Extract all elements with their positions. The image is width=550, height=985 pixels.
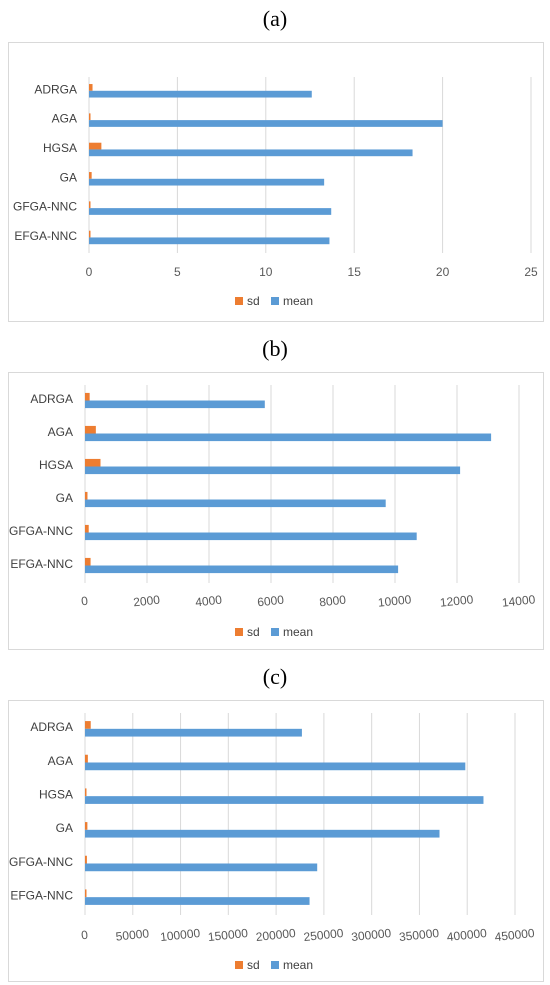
category-label: AGA: [48, 425, 73, 439]
bar-sd: [89, 172, 92, 179]
bar-sd: [89, 201, 91, 209]
category-label: EFGA-NNC: [10, 557, 73, 571]
chart-b-svg: 0 2000 4000 6000 8000 10000 12000 14000 ADRGA AGA…: [9, 385, 536, 639]
legend-swatch-mean: [271, 961, 279, 969]
bar-mean: [89, 120, 443, 127]
bar-sd: [85, 855, 87, 864]
x-tick-label: 5: [174, 265, 181, 279]
x-tick-label: 8000: [319, 593, 347, 610]
x-tick-label: 150000: [207, 926, 249, 944]
x-tick-label: 12000: [439, 592, 474, 609]
bar-mean: [85, 499, 386, 508]
bar-sd: [85, 557, 91, 566]
x-tick-label: 300000: [351, 926, 393, 944]
legend-label-mean: mean: [283, 625, 313, 639]
bar-sd: [89, 84, 93, 91]
x-tick-label: 14000: [501, 592, 536, 609]
panel-a-label: (a): [262, 6, 288, 31]
x-tick-label: 50000: [115, 926, 150, 943]
x-tick-label: 2000: [133, 593, 161, 610]
bar-sd: [85, 392, 90, 401]
legend-swatch-mean: [271, 297, 279, 305]
chart-c: 0 50000 100000 150000 200000 250000 300000 3500…: [8, 700, 544, 982]
category-label: GFGA-NNC: [9, 524, 73, 538]
x-tick-label: 0: [86, 265, 93, 279]
legend-swatch-sd: [235, 628, 243, 636]
bar-mean: [85, 863, 318, 872]
bar-mean: [85, 796, 484, 804]
category-label: EFGA-NNC: [10, 888, 73, 902]
bar-mean: [85, 466, 461, 475]
chart-a: 0 5 10 15 20 25 ADRGA AGA HGSA GA GFGA-NNC EFGA-NNC…: [8, 42, 544, 322]
x-tick-label: 250000: [303, 926, 345, 944]
category-label: HGSA: [43, 141, 77, 155]
x-tick-label: 0: [81, 928, 89, 943]
bar-sd: [85, 721, 91, 729]
x-tick-label: 450000: [494, 926, 536, 944]
x-tick-label: 0: [81, 594, 89, 609]
bar-sd: [89, 142, 102, 150]
bar-mean: [89, 90, 312, 98]
category-label: ADRGA: [34, 82, 77, 96]
bar-mean: [85, 532, 417, 541]
category-label: GA: [56, 821, 73, 835]
chart-b: 0 2000 4000 6000 8000 10000 12000 14000 ADRGA AGA…: [8, 372, 544, 650]
bar-mean: [89, 149, 413, 157]
chart-a-svg: 0 5 10 15 20 25 ADRGA AGA HGSA GA GFGA-NNC EFGA-NNC…: [13, 77, 538, 308]
bar-mean: [85, 433, 492, 442]
category-label: GA: [60, 170, 77, 184]
bar-sd: [89, 113, 91, 121]
legend-swatch-sd: [235, 961, 243, 969]
legend-swatch-mean: [271, 628, 279, 636]
bar-mean: [85, 400, 265, 409]
category-label: HGSA: [39, 787, 73, 801]
x-tick-label: 350000: [398, 926, 440, 944]
category-label: AGA: [48, 754, 73, 768]
panel-c-label: (c): [262, 664, 288, 689]
x-tick-label: 200000: [255, 926, 297, 944]
bar-sd: [85, 889, 87, 898]
x-tick-label: 10: [259, 265, 273, 279]
bar-sd: [85, 524, 89, 533]
x-tick-label: 6000: [257, 593, 285, 610]
category-label: EFGA-NNC: [14, 229, 77, 243]
bar-mean: [85, 565, 399, 574]
x-tick-label: 15: [348, 265, 362, 279]
x-tick-label: 400000: [446, 926, 488, 944]
x-tick-label: 100000: [159, 926, 201, 944]
legend-label-sd: sd: [247, 294, 260, 308]
bar-sd: [85, 754, 88, 763]
legend-swatch-sd: [235, 297, 243, 305]
bar-mean: [89, 208, 332, 215]
x-tick-label: 4000: [195, 593, 223, 610]
bar-sd: [85, 788, 87, 797]
bar-sd: [85, 491, 88, 500]
chart-c-svg: 0 50000 100000 150000 200000 250000 300000 3500…: [9, 713, 536, 972]
category-label: AGA: [52, 112, 77, 126]
bar-mean: [85, 728, 302, 737]
legend-label-mean: mean: [283, 958, 313, 972]
bar-mean: [89, 237, 330, 245]
bar-sd: [85, 822, 88, 830]
category-label: ADRGA: [30, 392, 73, 406]
category-label: GA: [56, 491, 73, 505]
category-label: HGSA: [39, 458, 73, 472]
category-label: GFGA-NNC: [13, 200, 77, 214]
bar-mean: [89, 178, 325, 186]
bar-sd: [85, 458, 101, 467]
x-tick-label: 25: [524, 265, 538, 279]
legend-label-mean: mean: [283, 294, 313, 308]
category-label: GFGA-NNC: [9, 855, 73, 869]
panel-b-label: (b): [262, 336, 288, 361]
bar-mean: [85, 829, 440, 838]
bar-mean: [85, 762, 466, 771]
bar-sd: [89, 230, 91, 238]
legend-label-sd: sd: [247, 958, 260, 972]
x-tick-label: 10000: [377, 592, 412, 609]
x-tick-label: 20: [436, 265, 450, 279]
bar-mean: [85, 897, 310, 905]
bar-sd: [85, 425, 96, 434]
legend-label-sd: sd: [247, 625, 260, 639]
category-label: ADRGA: [30, 720, 73, 734]
